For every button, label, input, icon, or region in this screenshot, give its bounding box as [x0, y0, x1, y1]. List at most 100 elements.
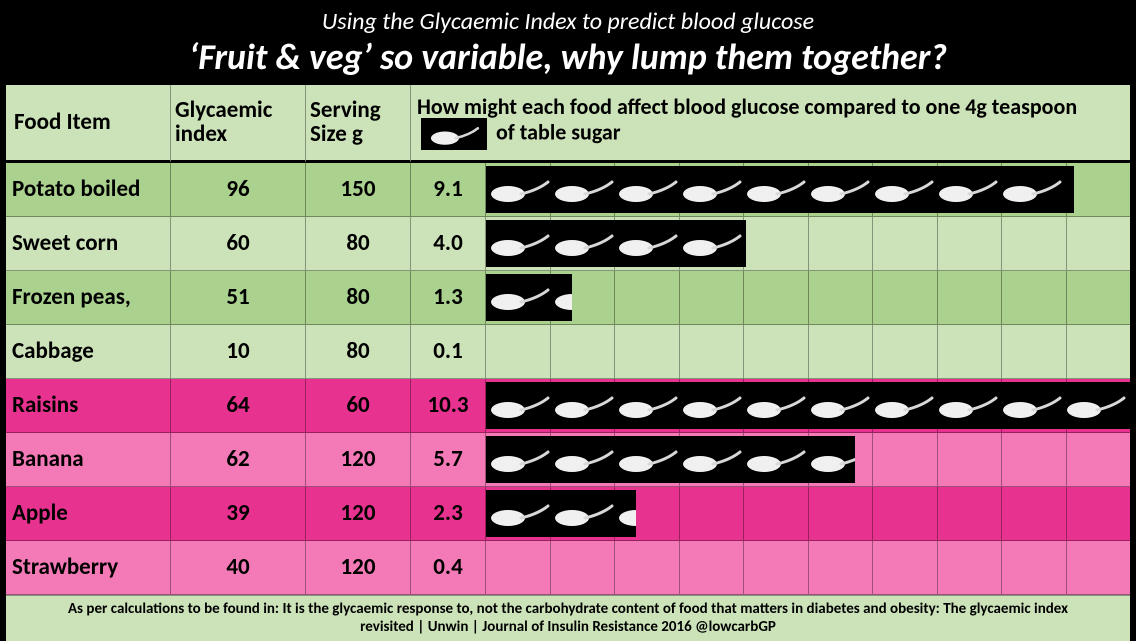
cell-gi: 40	[171, 541, 306, 595]
sugar-spoon-icon	[616, 496, 636, 530]
table-row: Frozen peas,51801.3	[6, 271, 1130, 325]
col-gi-header: Glycaemic index	[171, 85, 306, 163]
cell-food: Potato boiled	[6, 163, 171, 217]
group-vegetables: Potato boiled961509.1 Sweet corn60804.0	[6, 163, 1130, 379]
sugar-spoon-icon	[488, 388, 550, 422]
sugar-spoon-icon	[808, 172, 870, 206]
sugar-spoon-icon	[680, 226, 742, 260]
source-footer: As per calculations to be found in: It i…	[6, 595, 1130, 641]
sugar-spoon-icon	[616, 226, 678, 260]
sugar-spoon-icon	[808, 388, 870, 422]
cell-spoon-bar	[486, 487, 1130, 541]
table-row: Cabbage10800.1	[6, 325, 1130, 379]
group-fruits: Raisins646010.3 Banan	[6, 379, 1130, 595]
title-block: Using the Glycaemic Index to predict blo…	[6, 4, 1130, 85]
suptitle: Using the Glycaemic Index to predict blo…	[14, 9, 1122, 35]
sugar-spoon-icon	[1000, 172, 1062, 206]
sugar-spoon-icon	[936, 172, 998, 206]
cell-spoon-bar	[486, 217, 1130, 271]
sugar-spoon-icon	[680, 388, 742, 422]
cell-spoon-bar	[486, 379, 1130, 433]
sugar-spoon-icon	[616, 172, 678, 206]
cell-sugar-equivalent: 0.4	[411, 541, 486, 595]
col-food-header: Food Item	[6, 85, 171, 163]
sugar-spoon-icon	[1064, 388, 1126, 422]
cell-gi: 96	[171, 163, 306, 217]
sugar-spoon-icon	[680, 442, 742, 476]
table-row: Sweet corn60804.0	[6, 217, 1130, 271]
cell-food: Apple	[6, 487, 171, 541]
cell-gi: 51	[171, 271, 306, 325]
sugar-spoon-icon	[552, 442, 614, 476]
cell-spoon-bar	[486, 163, 1130, 217]
cell-food: Sweet corn	[6, 217, 171, 271]
cell-serving: 80	[306, 217, 411, 271]
cell-sugar-equivalent: 2.3	[411, 487, 486, 541]
cell-spoon-bar	[486, 271, 1130, 325]
cell-food: Strawberry	[6, 541, 171, 595]
footer-line-2: revisited | Unwin | Journal of Insulin R…	[360, 618, 776, 636]
sugar-spoon-icon	[421, 118, 487, 150]
sugar-spoon-icon	[488, 280, 550, 314]
cell-spoon-bar	[486, 433, 1130, 487]
impact-header-prefix: How might each food affect blood glucose…	[417, 93, 1077, 120]
sugar-spoon-icon	[616, 442, 678, 476]
sugar-spoon-icon	[744, 442, 806, 476]
col-serving-header: Serving Size g	[306, 85, 411, 163]
cell-sugar-equivalent: 1.3	[411, 271, 486, 325]
cell-gi: 62	[171, 433, 306, 487]
sugar-spoon-icon	[872, 172, 934, 206]
infographic-panel: Using the Glycaemic Index to predict blo…	[6, 4, 1130, 636]
sugar-spoon-icon	[744, 388, 806, 422]
sugar-spoon-icon	[552, 496, 614, 530]
sugar-spoon-icon	[872, 388, 934, 422]
cell-food: Cabbage	[6, 325, 171, 379]
cell-gi: 10	[171, 325, 306, 379]
cell-sugar-equivalent: 4.0	[411, 217, 486, 271]
cell-serving: 120	[306, 433, 411, 487]
cell-serving: 120	[306, 487, 411, 541]
cell-serving: 150	[306, 163, 411, 217]
impact-header-suffix: of table sugar	[496, 118, 621, 145]
cell-food: Frozen peas,	[6, 271, 171, 325]
cell-spoon-bar	[486, 325, 1130, 379]
table-row: Banana621205.7	[6, 433, 1130, 487]
cell-sugar-equivalent: 5.7	[411, 433, 486, 487]
table-row: Strawberry401200.4	[6, 541, 1130, 595]
col-impact-header: How might each food affect blood glucose…	[411, 85, 1130, 163]
table-row: Raisins646010.3	[6, 379, 1130, 433]
table-row: Potato boiled961509.1	[6, 163, 1130, 217]
cell-spoon-bar	[486, 541, 1130, 595]
footer-line-1: As per calculations to be found in: It i…	[68, 600, 1068, 618]
cell-sugar-equivalent: 0.1	[411, 325, 486, 379]
sugar-spoon-icon	[488, 226, 550, 260]
sugar-spoon-icon	[488, 172, 550, 206]
data-table: Food Item Glycaemic index Serving Size g…	[6, 85, 1130, 595]
sugar-spoon-icon	[616, 388, 678, 422]
main-title: ‘Fruit & veg’ so variable, why lump them…	[14, 37, 1122, 78]
cell-sugar-equivalent: 10.3	[411, 379, 486, 433]
table-row: Apple391202.3	[6, 487, 1130, 541]
cell-gi: 39	[171, 487, 306, 541]
sugar-spoon-icon	[488, 496, 550, 530]
sugar-spoon-icon	[936, 388, 998, 422]
sugar-spoon-icon	[552, 226, 614, 260]
sugar-spoon-icon	[808, 442, 855, 476]
column-header-row: Food Item Glycaemic index Serving Size g…	[6, 85, 1130, 163]
sugar-spoon-icon	[1000, 388, 1062, 422]
cell-gi: 64	[171, 379, 306, 433]
cell-serving: 80	[306, 271, 411, 325]
sugar-spoon-icon	[488, 442, 550, 476]
cell-food: Banana	[6, 433, 171, 487]
cell-food: Raisins	[6, 379, 171, 433]
cell-serving: 120	[306, 541, 411, 595]
cell-sugar-equivalent: 9.1	[411, 163, 486, 217]
cell-gi: 60	[171, 217, 306, 271]
sugar-spoon-icon	[552, 388, 614, 422]
sugar-spoon-icon	[680, 172, 742, 206]
sugar-spoon-icon	[552, 280, 572, 314]
sugar-spoon-icon	[744, 172, 806, 206]
cell-serving: 60	[306, 379, 411, 433]
cell-serving: 80	[306, 325, 411, 379]
sugar-spoon-icon	[552, 172, 614, 206]
